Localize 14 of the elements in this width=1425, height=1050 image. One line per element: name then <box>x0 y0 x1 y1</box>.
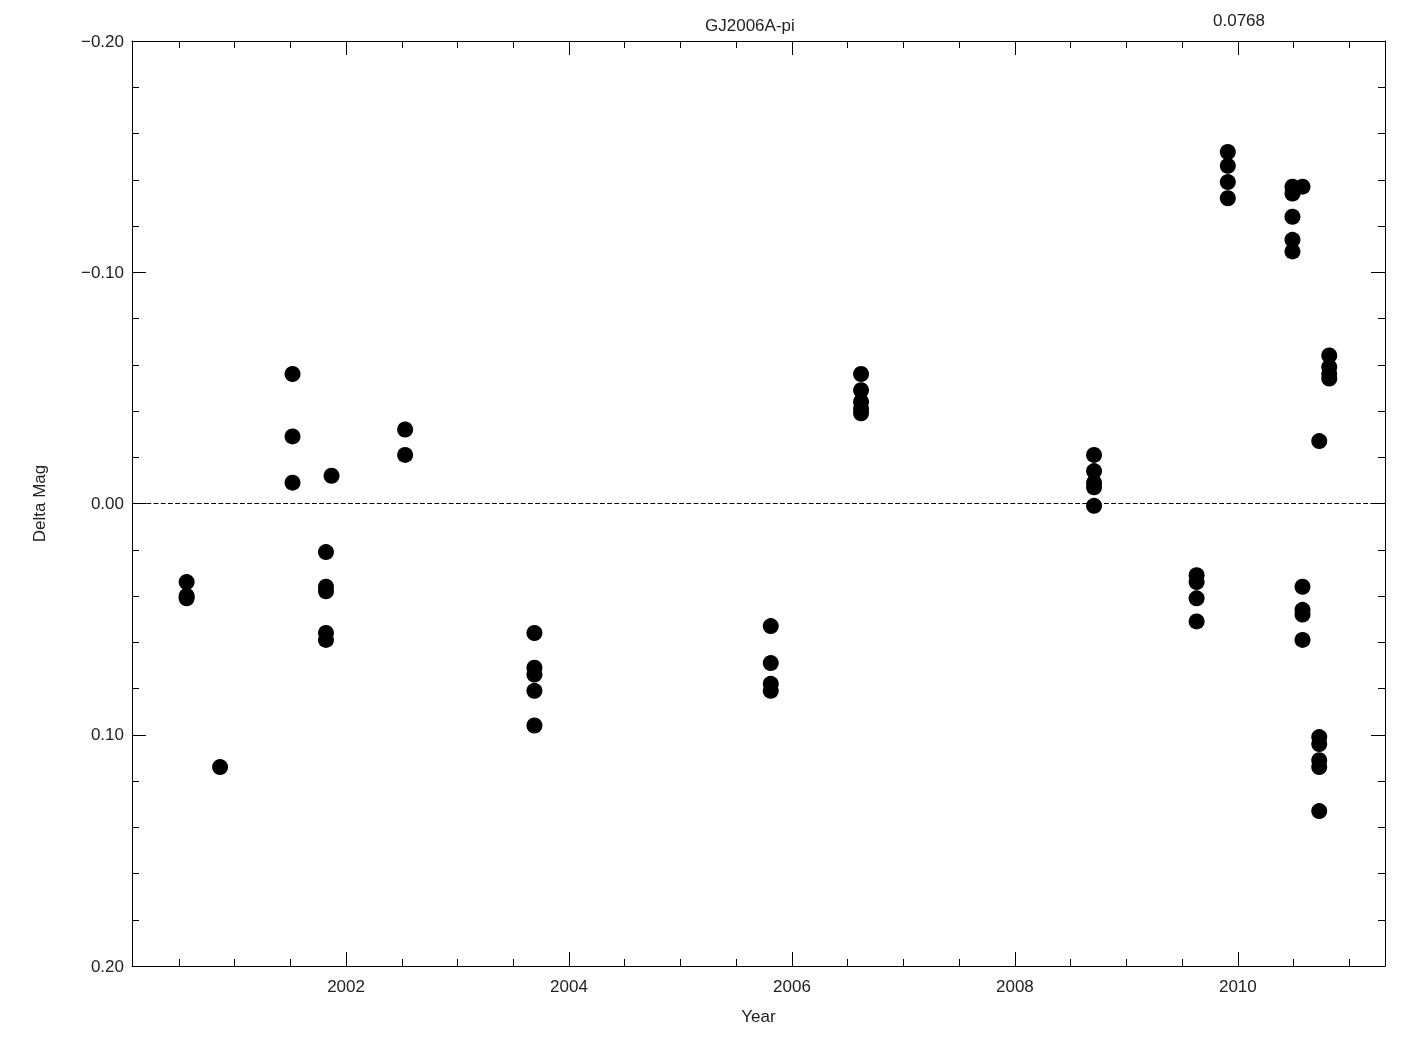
x-axis-title: Year <box>741 1007 777 1026</box>
y-tick-label: 0.20 <box>90 956 124 976</box>
x-tick-label: 2004 <box>550 977 588 996</box>
y-tick-label: −0.10 <box>80 262 124 282</box>
x-tick-label: 2010 <box>1218 977 1257 996</box>
y-axis-title: Delta Mag <box>30 464 49 543</box>
text: 0.0768 <box>1213 11 1265 30</box>
x-tick-label: 2002 <box>327 977 365 996</box>
x-tick-label: 2008 <box>995 977 1034 996</box>
y-tick-label: 0.00 <box>90 494 124 513</box>
y-tick-label: 0.10 <box>90 725 124 745</box>
x-tick-label: 2006 <box>773 977 811 996</box>
chart-title: GJ2006A-pi <box>705 16 795 35</box>
y-tick-label: −0.20 <box>80 31 124 51</box>
